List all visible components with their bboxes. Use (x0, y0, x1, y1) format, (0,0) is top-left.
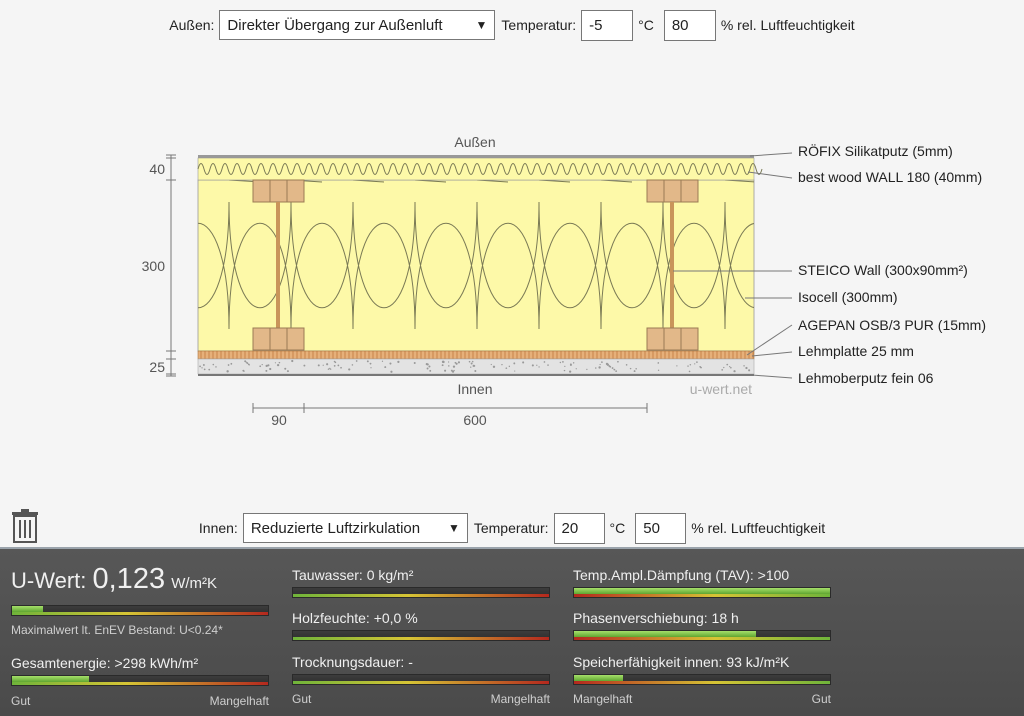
trash-icon[interactable] (11, 509, 39, 543)
tav-label: Temp.Ampl.Dämpfung (TAV): >100 (573, 567, 790, 583)
u-value-label: U-Wert: (11, 568, 87, 593)
dimension-300: 300 (142, 258, 166, 274)
dimension-40: 40 (149, 161, 165, 177)
clay-board-layer (197, 358, 755, 375)
scale-col2: Gut Mangelhaft (292, 692, 550, 706)
watermark: u-wert.net (690, 381, 752, 397)
triangle-down-icon: ▼ (475, 18, 488, 32)
u-value-unit: W/m²K (171, 575, 218, 592)
outside-transition-value: Direkter Übergang zur Außenluft (227, 16, 443, 34)
heat-storage-label: Speicherfähigkeit innen: 93 kJ/m²K (573, 654, 790, 670)
u-value-bar (11, 605, 269, 616)
scale-good: Gut (11, 694, 31, 708)
layer-label-osb: AGEPAN OSB/3 PUR (15mm) (798, 317, 986, 333)
inside-humidity-unit: % rel. Luftfeuchtigkeit (691, 520, 826, 536)
condensate-label: Tauwasser: 0 kg/m² (292, 567, 414, 583)
phase-shift-bar (573, 630, 831, 641)
drying-time-metric: Trocknungsdauer: - (292, 654, 550, 685)
wood-moisture-bar (292, 630, 550, 641)
scale-good: Gut (811, 692, 831, 706)
outside-temperature-input[interactable]: -5 (581, 9, 634, 41)
wood-moisture-label: Holzfeuchte: +0,0 % (292, 610, 418, 626)
enev-note: Maximalwert lt. EnEV Bestand: U<0.24* (11, 623, 223, 637)
outside-label: Außen: (169, 17, 215, 33)
dimension-25: 25 (149, 359, 165, 375)
tav-bar (573, 587, 831, 598)
outside-temp-label: Temperatur: (501, 17, 577, 33)
phase-shift-label: Phasenverschiebung: 18 h (573, 610, 739, 626)
u-value-number: 0,123 (92, 563, 166, 595)
drying-time-bar (292, 674, 550, 685)
inside-label: Innen: (198, 520, 238, 536)
condensate-metric: Tauwasser: 0 kg/m² (292, 567, 550, 598)
left-dimension-lines (166, 154, 176, 377)
scale-bad: Mangelhaft (490, 692, 550, 706)
scale-col1: Gut Mangelhaft (11, 694, 269, 708)
heat-storage-metric: Speicherfähigkeit innen: 93 kJ/m²K (573, 654, 831, 685)
dimension-90: 90 (271, 412, 287, 428)
results-panel: U-Wert: 0,123 W/m²K Maximalwert lt. EnEV… (0, 547, 1024, 716)
layer-label-isocell: Isocell (300mm) (798, 289, 898, 305)
condensate-bar (292, 587, 550, 598)
layer-label-woodfibre: best wood WALL 180 (40mm) (798, 169, 982, 185)
outside-conditions: Außen: Direkter Übergang zur Außenluft ▼… (0, 9, 1024, 41)
inside-transition-value: Reduzierte Luftzirkulation (250, 519, 421, 537)
outside-side-label: Außen (454, 134, 495, 150)
layer-leader-lines (673, 152, 793, 379)
insulation-pattern (198, 180, 754, 330)
tav-metric: Temp.Ampl.Dämpfung (TAV): >100 (573, 567, 831, 598)
scale-col3: Mangelhaft Gut (573, 692, 831, 706)
outside-humidity-unit: % rel. Luftfeuchtigkeit (720, 17, 855, 33)
inside-temp-unit: °C (609, 520, 626, 536)
layer-labels: RÖFIX Silikatputz (5mm) best wood WALL 1… (798, 142, 986, 386)
outside-humidity-input[interactable]: 80 (663, 9, 716, 41)
inside-transition-select[interactable]: Reduzierte Luftzirkulation ▼ (242, 513, 468, 543)
outside-transition-select[interactable]: Direkter Übergang zur Außenluft ▼ (219, 10, 496, 40)
osb-layer (197, 350, 755, 360)
steico-studs (252, 179, 699, 351)
total-energy-bar (11, 675, 269, 686)
u-value-metric (11, 601, 269, 616)
layer-label-putz: RÖFIX Silikatputz (5mm) (798, 142, 953, 159)
layer-label-lehmputz: Lehmoberputz fein 06 (798, 370, 934, 386)
heat-storage-bar (573, 674, 831, 685)
inside-side-label: Innen (457, 381, 492, 397)
outside-temp-unit: °C (638, 17, 654, 33)
inside-temperature-input[interactable]: 20 (553, 512, 605, 544)
bottom-dimension-lines (252, 403, 648, 413)
scale-bad: Mangelhaft (573, 692, 633, 706)
total-energy-metric: Gesamtenergie: >298 kWh/m² (11, 655, 269, 686)
triangle-down-icon: ▼ (447, 521, 460, 535)
inside-conditions: Innen: Reduzierte Luftzirkulation ▼ Temp… (0, 512, 1024, 544)
inside-temp-label: Temperatur: (473, 520, 549, 536)
outer-plaster-layer (198, 155, 754, 158)
layer-label-steico: STEICO Wall (300x90mm²) (798, 262, 968, 278)
clay-texture (199, 359, 751, 373)
inside-humidity-input[interactable]: 50 (635, 512, 687, 544)
scale-bad: Mangelhaft (209, 694, 269, 708)
wood-moisture-metric: Holzfeuchte: +0,0 % (292, 610, 550, 641)
dimension-600: 600 (463, 412, 487, 428)
u-value-display: U-Wert: 0,123 W/m²K (11, 563, 217, 596)
wood-fibre-layer (197, 157, 755, 181)
drying-time-label: Trocknungsdauer: - (292, 654, 413, 670)
layer-label-lehmplatte: Lehmplatte 25 mm (798, 343, 914, 359)
wall-diagram: Außen Innen u-wert.net 40 300 25 90 600 … (142, 134, 986, 428)
clay-plaster-layer (198, 374, 754, 376)
scale-good: Gut (292, 692, 312, 706)
phase-shift-metric: Phasenverschiebung: 18 h (573, 610, 831, 641)
total-energy-label: Gesamtenergie: >298 kWh/m² (11, 655, 199, 671)
